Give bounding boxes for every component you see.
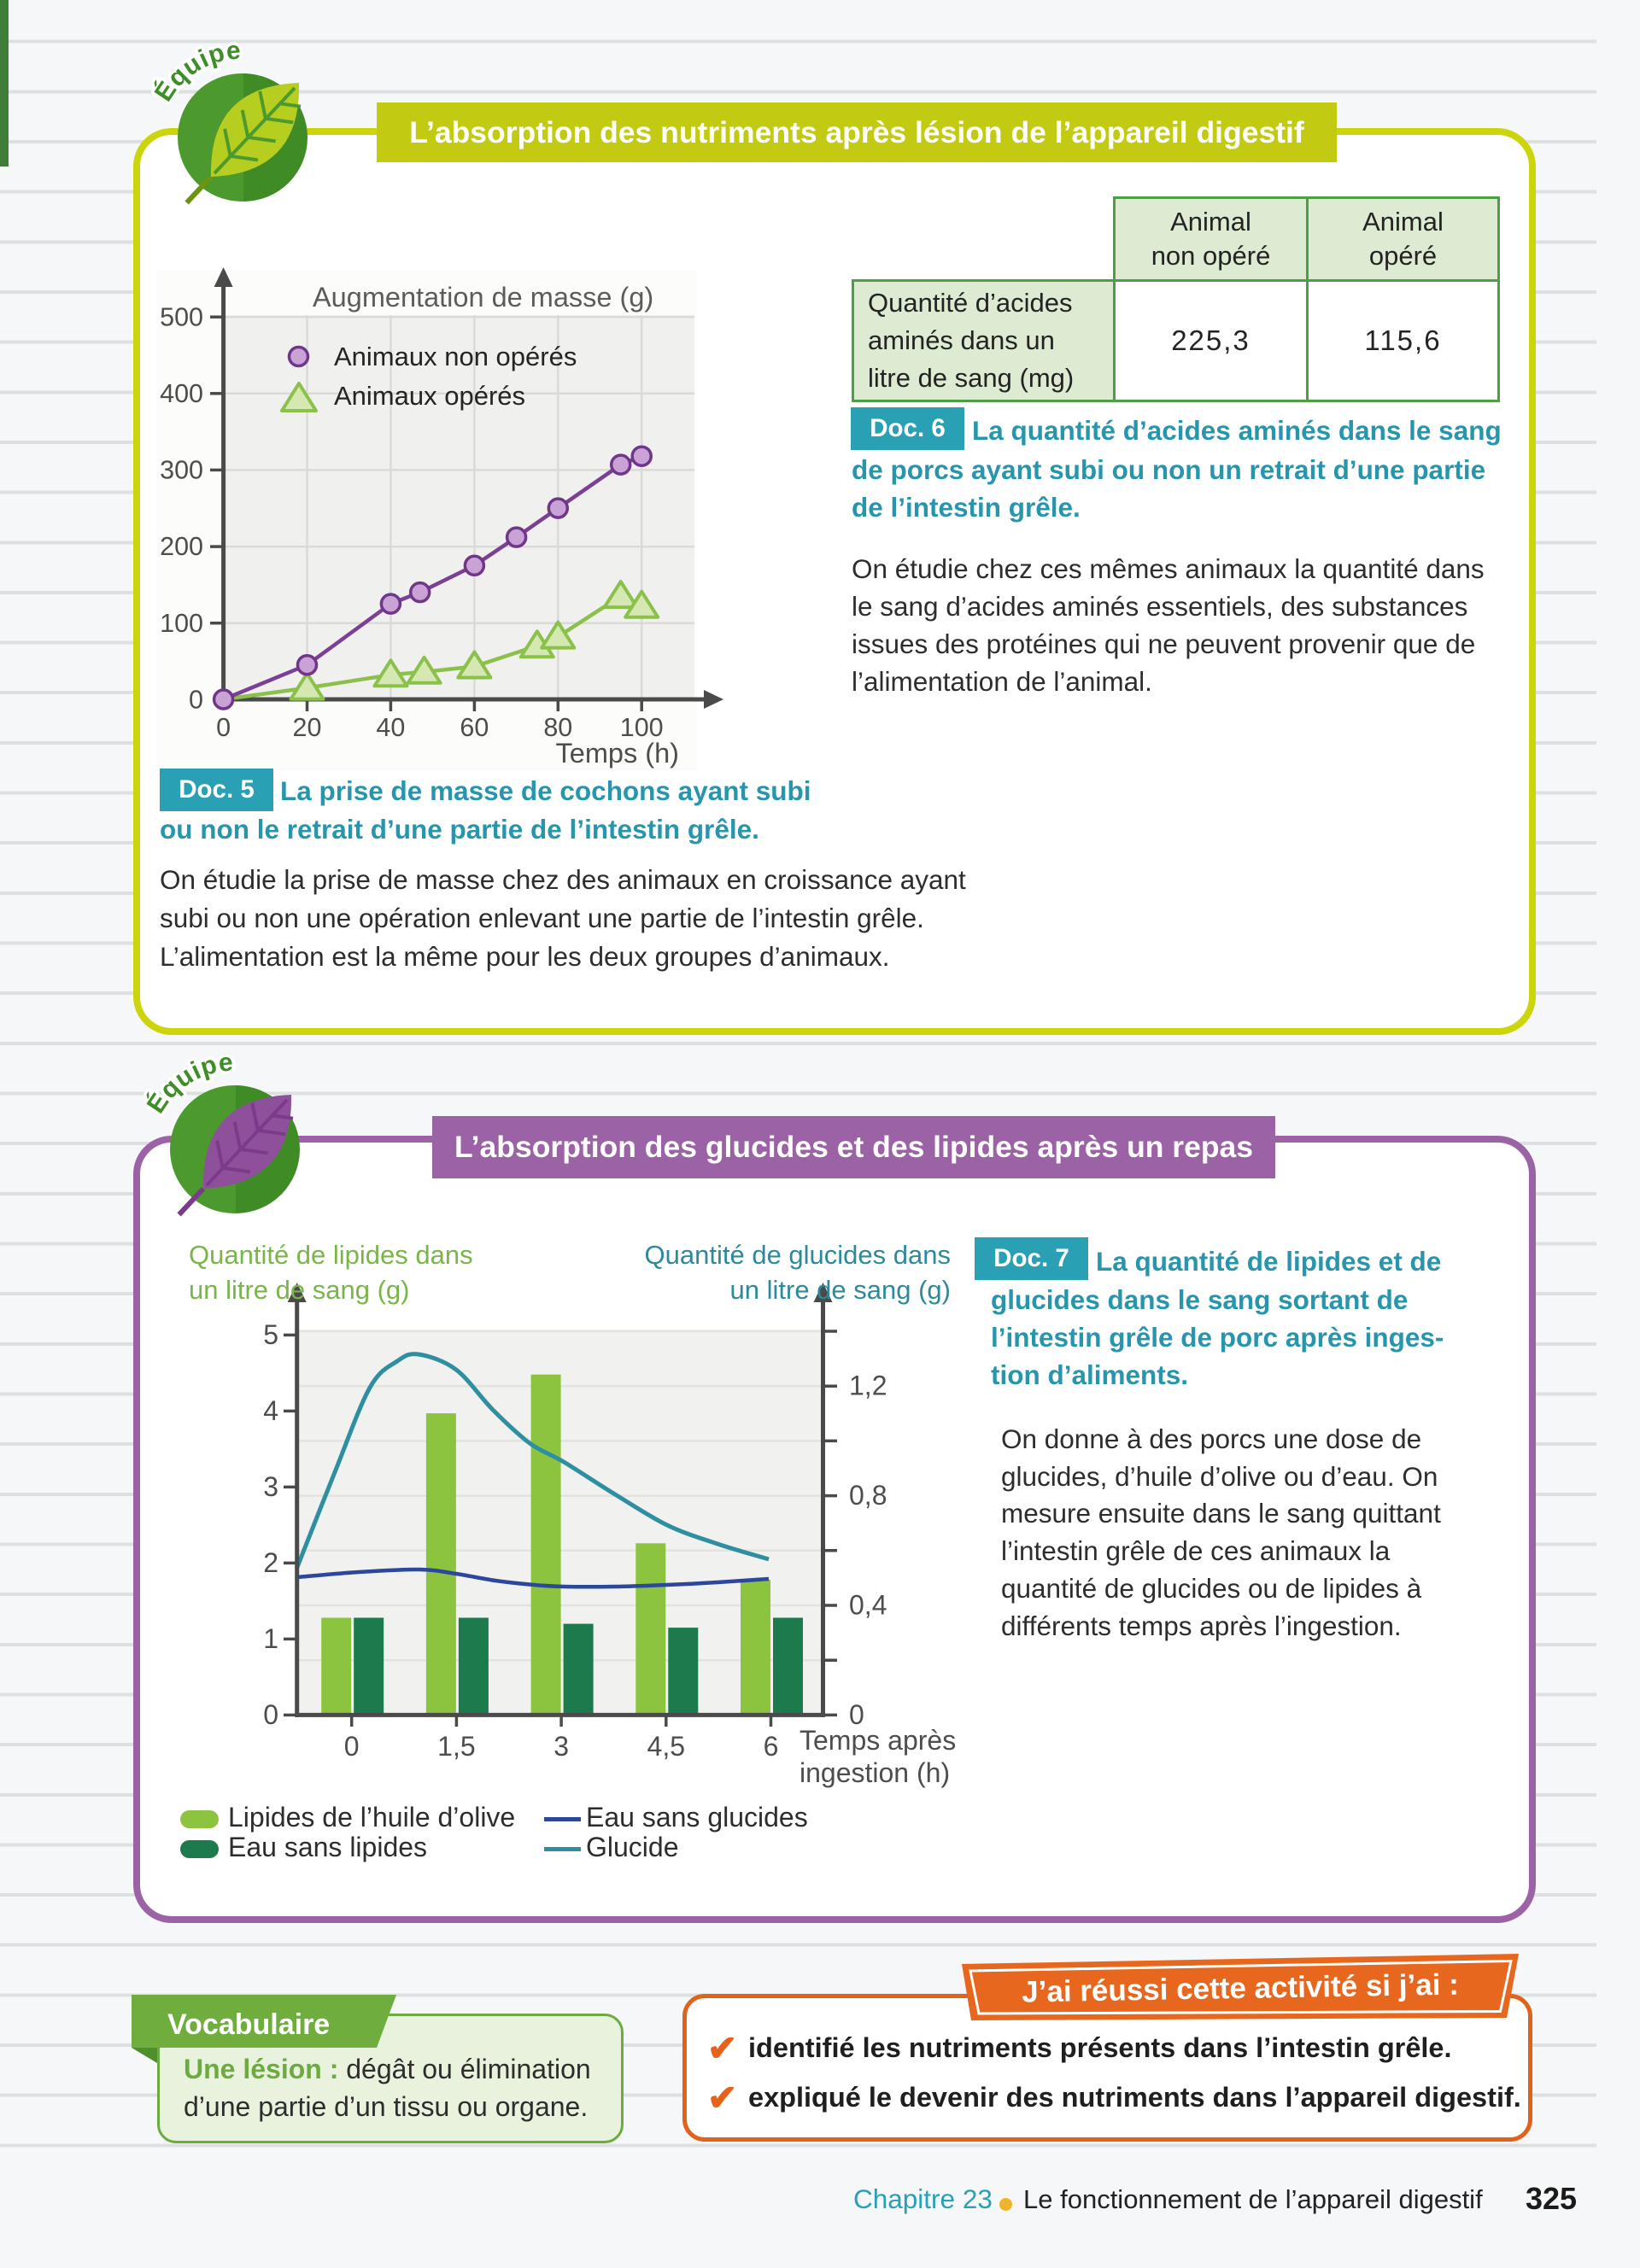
svg-text:1: 1 [263, 1623, 278, 1654]
svg-text:40: 40 [376, 713, 405, 742]
svg-text:60: 60 [460, 713, 489, 742]
svg-text:5: 5 [263, 1319, 278, 1350]
svg-text:Augmentation de masse (g): Augmentation de masse (g) [313, 282, 653, 313]
svg-text:un litre de sang (g): un litre de sang (g) [189, 1275, 409, 1305]
svg-text:0: 0 [189, 686, 203, 715]
svg-text:0: 0 [263, 1699, 278, 1730]
svg-text:1,2: 1,2 [849, 1371, 887, 1401]
svg-text:0,4: 0,4 [849, 1590, 887, 1621]
svg-text:J’ai réussi cette activité si: J’ai réussi cette activité si j’ai : [1022, 1968, 1459, 2009]
svg-text:Temps après: Temps après [800, 1725, 956, 1756]
svg-text:100: 100 [160, 609, 203, 638]
svg-text:20: 20 [293, 713, 322, 742]
svg-text:0,8: 0,8 [849, 1480, 887, 1511]
svg-text:ingestion (h): ingestion (h) [800, 1757, 950, 1788]
svg-text:3: 3 [554, 1731, 569, 1762]
svg-text:4,5: 4,5 [647, 1731, 685, 1762]
svg-text:0: 0 [216, 713, 231, 742]
svg-text:3: 3 [263, 1471, 278, 1502]
svg-text:300: 300 [160, 456, 203, 485]
svg-text:0: 0 [849, 1699, 864, 1730]
svg-text:1,5: 1,5 [437, 1731, 475, 1762]
svg-text:6: 6 [764, 1731, 779, 1762]
svg-text:80: 80 [543, 713, 572, 742]
svg-text:Temps (h): Temps (h) [556, 738, 679, 769]
svg-text:Quantité de lipides dans: Quantité de lipides dans [189, 1240, 473, 1270]
svg-text:500: 500 [160, 303, 203, 332]
svg-text:4: 4 [263, 1395, 278, 1426]
svg-text:un litre de sang (g): un litre de sang (g) [730, 1275, 951, 1305]
svg-text:400: 400 [160, 379, 203, 408]
svg-text:100: 100 [620, 713, 664, 742]
svg-text:2: 2 [263, 1547, 278, 1578]
svg-text:Animaux opérés: Animaux opérés [334, 381, 525, 411]
svg-text:Quantité de glucides dans: Quantité de glucides dans [645, 1240, 951, 1270]
svg-text:Vocabulaire: Vocabulaire [167, 2008, 330, 2041]
svg-text:Animaux non opérés: Animaux non opérés [334, 342, 577, 371]
svg-text:0: 0 [344, 1731, 360, 1762]
svg-text:200: 200 [160, 532, 203, 561]
